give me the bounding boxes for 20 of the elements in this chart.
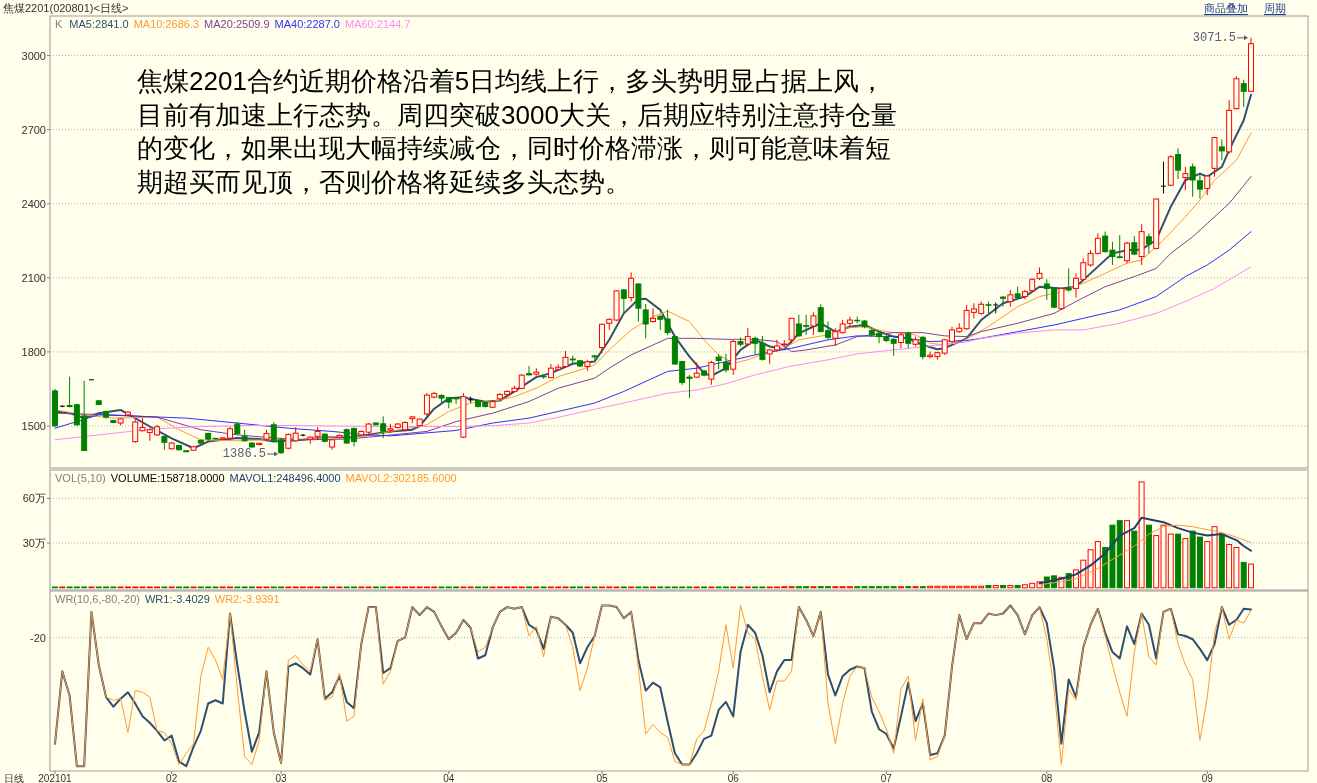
series-label: WR2:-3.9391 [214, 593, 280, 605]
y-tick-label: 30万 [22, 537, 46, 550]
series-label: WR1:-3.4029 [144, 593, 210, 605]
x-tick-label: 05 [596, 772, 608, 783]
x-tick-label: 07 [880, 772, 893, 783]
x-axis-title: 日线 [4, 772, 24, 783]
x-tick-label: 202101 [38, 772, 73, 783]
x-tick-label: 02 [166, 772, 178, 783]
chart-title: VOL(5,10) [55, 472, 106, 484]
x-tick-label: 03 [275, 772, 288, 783]
annotation: VOLUME:158718.0000 [110, 472, 225, 484]
x-tick-label: 09 [1201, 772, 1214, 783]
text: -20 [30, 631, 46, 644]
x-tick-label: 06 [727, 772, 740, 783]
text: MAVOL1:248496.4000 [229, 472, 341, 484]
x-tick-label: 08 [1041, 772, 1053, 783]
x-tick-label: 04 [443, 772, 455, 783]
chart-title: WR(10,6,-80,-20) [55, 593, 140, 605]
text: MAVOL2:302185.6000 [345, 472, 457, 484]
y-tick-label: 60万 [22, 492, 46, 505]
